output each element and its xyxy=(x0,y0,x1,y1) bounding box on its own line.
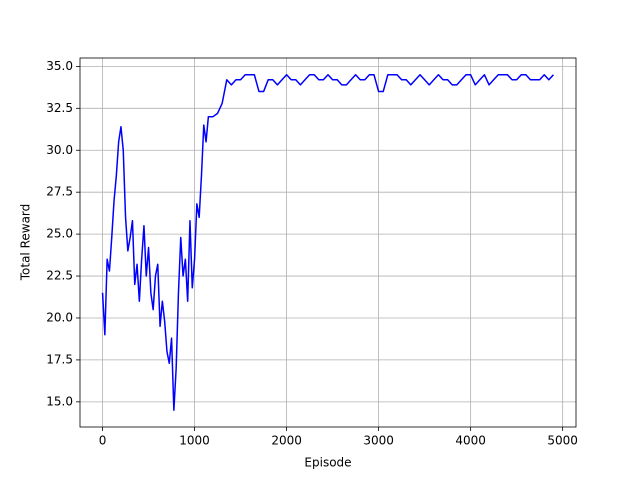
y-tick-label: 35.0 xyxy=(46,59,73,73)
y-tick-label: 30.0 xyxy=(46,143,73,157)
y-tick-label: 17.5 xyxy=(46,352,73,366)
y-tick-label: 15.0 xyxy=(46,394,73,408)
y-tick-label: 32.5 xyxy=(46,101,73,115)
x-tick-label: 1000 xyxy=(179,434,210,448)
y-axis-label: Total Reward xyxy=(19,204,33,282)
x-tick-label: 0 xyxy=(99,434,107,448)
plot-frame xyxy=(79,57,577,428)
x-tick-label: 2000 xyxy=(271,434,302,448)
x-tick-label: 4000 xyxy=(455,434,486,448)
x-tick-label: 5000 xyxy=(547,434,578,448)
y-tick-label: 27.5 xyxy=(46,185,73,199)
x-tick-label: 3000 xyxy=(363,434,394,448)
line xyxy=(101,74,555,411)
y-tick-label: 20.0 xyxy=(46,310,73,324)
y-tick-label: 25.0 xyxy=(46,227,73,241)
y-tick-label: 22.5 xyxy=(46,269,73,283)
x-axis-label: Episode xyxy=(304,456,351,470)
